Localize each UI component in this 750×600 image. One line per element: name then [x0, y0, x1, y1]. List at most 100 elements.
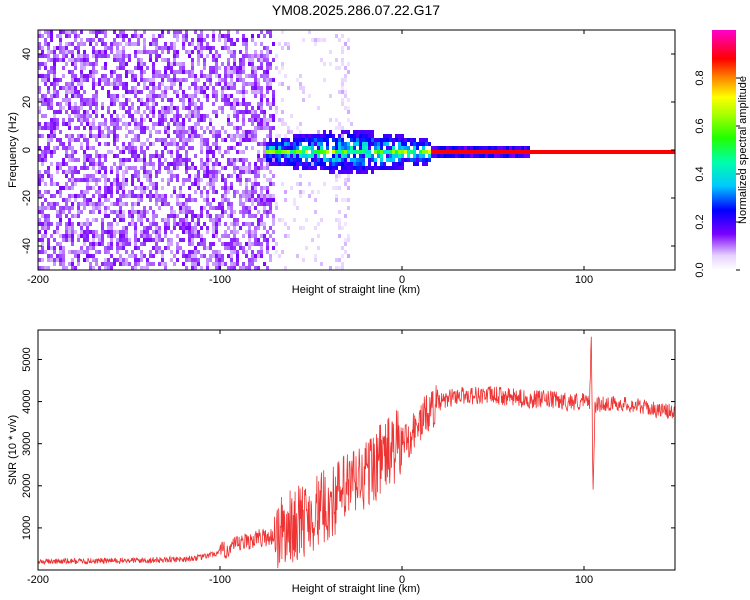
spectrogram-cell: [620, 150, 623, 154]
spectrogram-cell: [71, 266, 74, 270]
spectrogram-cell: [335, 58, 338, 62]
spectrogram-cell: [218, 74, 221, 78]
spectrogram-cell: [131, 102, 134, 106]
spectrogram-cell: [260, 102, 263, 106]
spectrogram-cell: [260, 142, 263, 146]
spectrogram-cell: [92, 162, 95, 166]
spectrogram-cell: [299, 82, 302, 86]
spectrogram-cell: [227, 202, 230, 206]
spectrogram-cell: [212, 254, 215, 258]
spectrogram-cell: [185, 206, 188, 210]
spectrogram-cell: [344, 106, 347, 110]
spectrogram-cell: [254, 254, 257, 258]
spectrogram-cell: [176, 162, 179, 166]
spectrogram-cell: [218, 54, 221, 58]
spectrogram-cell: [149, 142, 152, 146]
spectrogram-cell: [83, 258, 86, 262]
spectrogram-cell: [209, 50, 212, 54]
spectrogram-cell: [107, 190, 110, 194]
spectrogram-cell: [359, 134, 362, 138]
spectrogram-cell: [323, 38, 326, 42]
spectrogram-cell: [155, 234, 158, 238]
spectrogram-cell: [320, 142, 323, 146]
spectrogram-cell: [452, 146, 455, 150]
spectrogram-cell: [581, 150, 584, 154]
spectrogram-cell: [185, 222, 188, 226]
spectrogram-cell: [413, 138, 416, 142]
spectrogram-cell: [176, 242, 179, 246]
spectrogram-cell: [164, 126, 167, 130]
spectrogram-cell: [371, 166, 374, 170]
spectrogram-cell: [230, 162, 233, 166]
spectrogram-cell: [215, 158, 218, 162]
spectrogram-cell: [83, 174, 86, 178]
spectrogram-cell: [200, 146, 203, 150]
spectrogram-cell: [59, 46, 62, 50]
spectrogram-cell: [257, 174, 260, 178]
spectrogram-cell: [362, 154, 365, 158]
spectrogram-cell: [77, 50, 80, 54]
spectrogram-cell: [206, 154, 209, 158]
spectrogram-cell: [170, 82, 173, 86]
spectrogram-cell: [50, 162, 53, 166]
spectrogram-cell: [104, 190, 107, 194]
spectrogram-cell: [272, 238, 275, 242]
spectrogram-cell: [71, 82, 74, 86]
spectrogram-cell: [254, 82, 257, 86]
spectrogram-cell: [176, 194, 179, 198]
spectrogram-cell: [347, 118, 350, 122]
spectrogram-cell: [149, 98, 152, 102]
spectrogram-cell: [56, 78, 59, 82]
spectrogram-cell: [203, 86, 206, 90]
spectrogram-cell: [221, 46, 224, 50]
spectrogram-cell: [272, 118, 275, 122]
spectrogram-cell: [371, 138, 374, 142]
spectrogram-cell: [128, 142, 131, 146]
spectrogram-cell: [233, 210, 236, 214]
spectrogram-cell: [479, 150, 482, 154]
spectrogram-cell: [248, 110, 251, 114]
spectrogram-cell: [275, 142, 278, 146]
spectrogram-cell: [527, 146, 530, 150]
spectrogram-cell: [50, 106, 53, 110]
spectrogram-cell: [182, 250, 185, 254]
spectrogram-cell: [191, 182, 194, 186]
spectrogram-cell: [38, 30, 41, 34]
spectrogram-cell: [56, 254, 59, 258]
spectrogram-cell: [110, 130, 113, 134]
spectrogram-cell: [260, 254, 263, 258]
spectrogram-cell: [230, 206, 233, 210]
spectrogram-cell: [104, 42, 107, 46]
spectrogram-cell: [38, 62, 41, 66]
spectrogram-cell: [122, 66, 125, 70]
spectrogram-cell: [53, 86, 56, 90]
spectrogram-cell: [47, 98, 50, 102]
spectrogram-cell: [623, 150, 626, 154]
spectrogram-cell: [230, 82, 233, 86]
spectrogram-cell: [392, 162, 395, 166]
spectrogram-cell: [137, 238, 140, 242]
spectrogram-cell: [248, 118, 251, 122]
spectrogram-cell: [50, 206, 53, 210]
spectrogram-cell: [119, 206, 122, 210]
spectrogram-cell: [92, 266, 95, 270]
spectrogram-cell: [521, 154, 524, 158]
spectrogram-cell: [71, 226, 74, 230]
spectrogram-cell: [218, 250, 221, 254]
spectrogram-cell: [164, 146, 167, 150]
spectrogram-cell: [134, 158, 137, 162]
spectrogram-cell: [74, 150, 77, 154]
spectrogram-cell: [329, 166, 332, 170]
spectrogram-cell: [167, 46, 170, 50]
spectrogram-cell: [80, 102, 83, 106]
spectrogram-cell: [143, 30, 146, 34]
spectrogram-cell: [263, 74, 266, 78]
spectrogram-cell: [197, 214, 200, 218]
spectrogram-cell: [476, 154, 479, 158]
spectrogram-cell: [176, 70, 179, 74]
spectrogram-cell: [92, 82, 95, 86]
spectrogram-cell: [77, 90, 80, 94]
spectrogram-cell: [395, 166, 398, 170]
spectrogram-cell: [128, 90, 131, 94]
spectrogram-cell: [455, 154, 458, 158]
